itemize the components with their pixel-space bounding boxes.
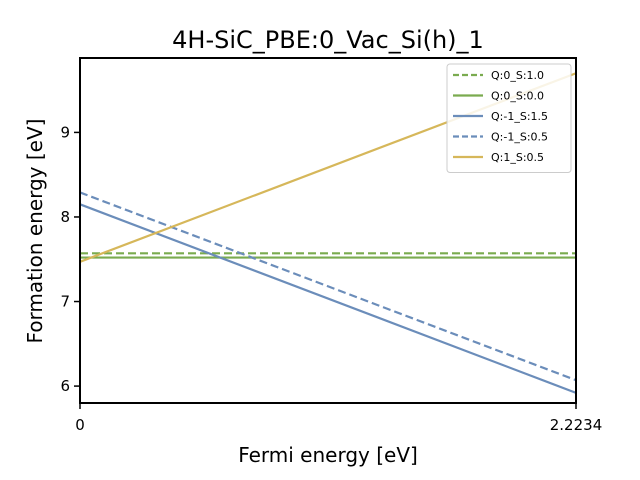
- legend-entry-label: Q:0_S:0.0: [491, 90, 544, 103]
- x-axis-label: Fermi energy [eV]: [238, 443, 418, 467]
- series-line-4: [79, 191, 577, 382]
- y-axis-label: Formation energy [eV]: [23, 119, 47, 344]
- y-tick-label: 9: [60, 123, 70, 141]
- legend-entry-label: Q:1_S:0.5: [491, 151, 544, 164]
- legend-entry-label: Q:-1_S:1.5: [491, 110, 548, 123]
- y-axis-ticks: 6 7 8 9: [60, 123, 80, 395]
- y-tick-label: 7: [60, 293, 70, 311]
- legend-box: [446, 63, 572, 173]
- x-tick-label: 0: [75, 416, 85, 434]
- x-tick-label: 2.2234: [550, 416, 603, 434]
- x-axis-ticks: 0 2.2234: [75, 403, 602, 434]
- legend-entry-label: Q:-1_S:0.5: [491, 131, 548, 144]
- series-line-3: [79, 203, 577, 394]
- legend-entry-label: Q:0_S:1.0: [491, 69, 544, 82]
- plot-frame: [79, 57, 577, 404]
- chart-title: 4H-SiC_PBE:0_Vac_Si(h)_1: [172, 26, 484, 54]
- y-tick-label: 6: [60, 377, 70, 395]
- y-tick-label: 8: [60, 208, 70, 226]
- legend: Q:0_S:1.0 Q:0_S:0.0 Q:-1_S:1.5 Q:-1_S:0.5 Q:…: [446, 63, 572, 173]
